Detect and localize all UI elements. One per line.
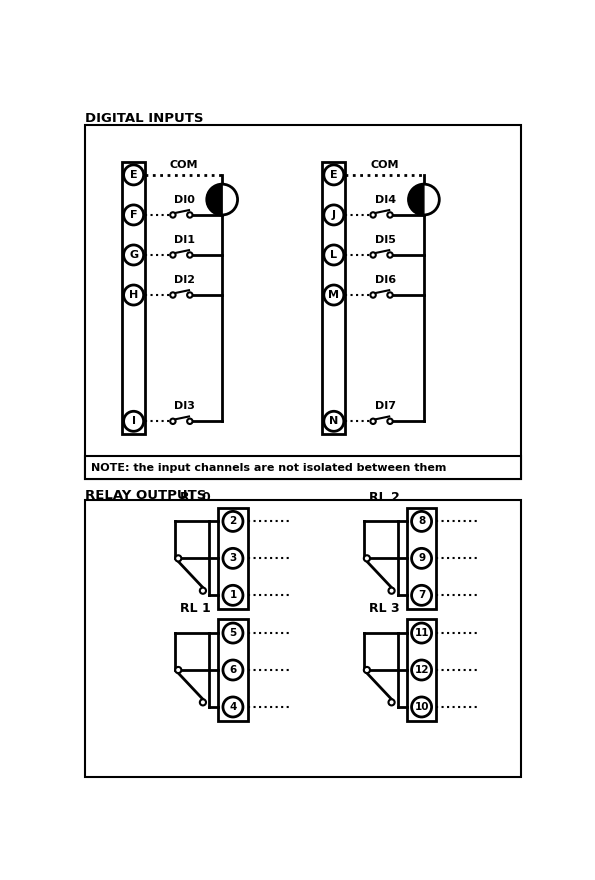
Circle shape bbox=[324, 165, 344, 185]
Circle shape bbox=[187, 212, 193, 217]
Bar bbox=[85, 125, 521, 479]
Circle shape bbox=[412, 511, 431, 532]
Circle shape bbox=[412, 623, 431, 643]
Text: E: E bbox=[130, 170, 137, 180]
Wedge shape bbox=[207, 184, 222, 215]
Circle shape bbox=[324, 205, 344, 225]
Circle shape bbox=[223, 623, 243, 643]
Text: COM: COM bbox=[170, 160, 198, 171]
Text: DI7: DI7 bbox=[375, 401, 396, 411]
Wedge shape bbox=[409, 184, 424, 215]
Circle shape bbox=[187, 292, 193, 297]
Text: F: F bbox=[130, 210, 137, 220]
Circle shape bbox=[324, 285, 344, 305]
Circle shape bbox=[223, 585, 243, 605]
Circle shape bbox=[124, 205, 143, 225]
Text: DIGITAL INPUTS: DIGITAL INPUTS bbox=[85, 112, 203, 125]
Text: DI2: DI2 bbox=[174, 275, 195, 285]
Text: 2: 2 bbox=[229, 517, 237, 526]
Circle shape bbox=[223, 548, 243, 568]
Circle shape bbox=[371, 419, 376, 424]
Circle shape bbox=[371, 212, 376, 217]
Bar bbox=[122, 162, 145, 435]
Text: H: H bbox=[129, 290, 138, 300]
Circle shape bbox=[170, 253, 176, 258]
Bar bbox=[85, 456, 521, 479]
Circle shape bbox=[389, 588, 394, 594]
Bar bbox=[407, 508, 436, 609]
Circle shape bbox=[412, 548, 431, 568]
Text: 12: 12 bbox=[414, 665, 429, 675]
Text: 8: 8 bbox=[418, 517, 425, 526]
Circle shape bbox=[409, 184, 439, 215]
Circle shape bbox=[187, 419, 193, 424]
Circle shape bbox=[387, 212, 393, 217]
Circle shape bbox=[207, 184, 237, 215]
Text: RELAY OUTPUTS: RELAY OUTPUTS bbox=[85, 489, 206, 502]
Text: 4: 4 bbox=[229, 702, 237, 712]
Text: DI5: DI5 bbox=[375, 235, 396, 245]
Circle shape bbox=[412, 585, 431, 605]
Circle shape bbox=[124, 411, 143, 431]
Text: N: N bbox=[329, 416, 339, 426]
Circle shape bbox=[170, 292, 176, 297]
Text: RL 0: RL 0 bbox=[180, 491, 211, 503]
Circle shape bbox=[364, 667, 370, 673]
Circle shape bbox=[324, 411, 344, 431]
Circle shape bbox=[187, 253, 193, 258]
Text: DI3: DI3 bbox=[174, 401, 195, 411]
Text: RL 1: RL 1 bbox=[180, 602, 211, 615]
Text: 5: 5 bbox=[229, 628, 237, 638]
Circle shape bbox=[223, 660, 243, 680]
Circle shape bbox=[412, 697, 431, 717]
Text: I: I bbox=[131, 416, 136, 426]
Bar bbox=[322, 162, 345, 435]
Circle shape bbox=[412, 660, 431, 680]
Text: E: E bbox=[330, 170, 337, 180]
Circle shape bbox=[170, 419, 176, 424]
Circle shape bbox=[371, 292, 376, 297]
Circle shape bbox=[389, 700, 394, 706]
Circle shape bbox=[223, 697, 243, 717]
Text: J: J bbox=[332, 210, 336, 220]
Text: NOTE: the input channels are not isolated between them: NOTE: the input channels are not isolate… bbox=[91, 463, 447, 473]
Text: DI6: DI6 bbox=[375, 275, 396, 285]
Text: L: L bbox=[330, 250, 337, 260]
Text: RL 3: RL 3 bbox=[369, 602, 399, 615]
Text: 11: 11 bbox=[414, 628, 429, 638]
Text: 6: 6 bbox=[229, 665, 237, 675]
Text: M: M bbox=[328, 290, 339, 300]
Text: 7: 7 bbox=[418, 590, 425, 600]
Text: G: G bbox=[129, 250, 138, 260]
Circle shape bbox=[387, 419, 393, 424]
Circle shape bbox=[223, 511, 243, 532]
Bar bbox=[407, 620, 436, 721]
Text: 1: 1 bbox=[229, 590, 237, 600]
Text: 3: 3 bbox=[229, 554, 237, 563]
Circle shape bbox=[124, 165, 143, 185]
Bar bbox=[85, 500, 521, 777]
Bar bbox=[218, 620, 248, 721]
Bar bbox=[218, 508, 248, 609]
Circle shape bbox=[175, 667, 181, 673]
Text: DI1: DI1 bbox=[174, 235, 195, 245]
Text: COM: COM bbox=[370, 160, 399, 171]
Circle shape bbox=[387, 292, 393, 297]
Circle shape bbox=[364, 555, 370, 561]
Circle shape bbox=[200, 700, 206, 706]
Text: DI4: DI4 bbox=[375, 195, 396, 205]
Text: DI0: DI0 bbox=[174, 195, 195, 205]
Circle shape bbox=[170, 212, 176, 217]
Circle shape bbox=[124, 245, 143, 265]
Text: RL 2: RL 2 bbox=[368, 491, 399, 503]
Circle shape bbox=[387, 253, 393, 258]
Circle shape bbox=[200, 588, 206, 594]
Text: 9: 9 bbox=[418, 554, 425, 563]
Circle shape bbox=[324, 245, 344, 265]
Circle shape bbox=[371, 253, 376, 258]
Text: 10: 10 bbox=[414, 702, 429, 712]
Circle shape bbox=[124, 285, 143, 305]
Circle shape bbox=[175, 555, 181, 561]
